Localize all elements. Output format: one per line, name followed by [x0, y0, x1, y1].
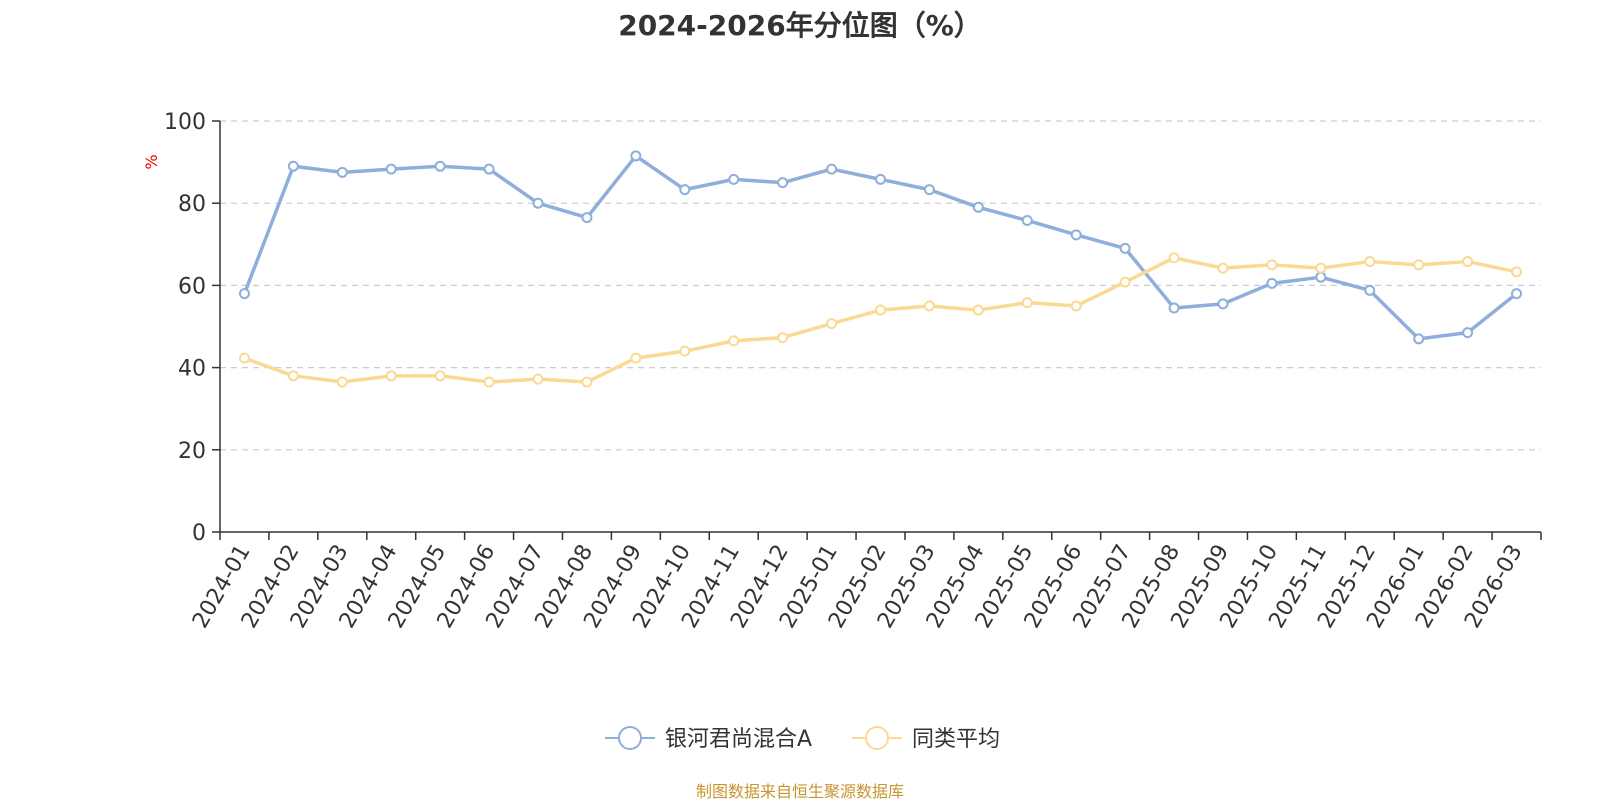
data-point [238, 352, 250, 364]
data-point [875, 173, 886, 185]
data-point [728, 173, 740, 185]
data-point [826, 318, 838, 330]
data-point [434, 370, 446, 382]
chart-title: 2024-2026年分位图（%） [618, 9, 982, 42]
data-point [1364, 256, 1376, 268]
legend-marker-2 [865, 726, 889, 750]
data-point [826, 163, 838, 175]
data-point [336, 166, 348, 178]
data-point [972, 201, 984, 213]
data-point [728, 335, 740, 347]
data-point [1168, 252, 1180, 264]
data-point [1364, 284, 1376, 296]
data-point [630, 150, 642, 162]
data-point [1315, 271, 1327, 283]
data-point [532, 197, 544, 209]
data-point [1462, 256, 1474, 268]
data-point [1119, 242, 1131, 254]
data-point [1266, 277, 1278, 289]
data-point [287, 370, 299, 382]
data-point [1119, 276, 1131, 288]
y-tick-label: 60 [178, 274, 206, 299]
data-point [434, 160, 446, 172]
y-tick-label: 100 [164, 110, 206, 135]
data-point [1021, 297, 1033, 309]
data-point [385, 163, 397, 175]
data-point [1070, 300, 1082, 312]
data-point [972, 304, 984, 316]
data-point [336, 376, 348, 388]
data-point [1413, 259, 1425, 271]
data-point [1021, 214, 1033, 226]
data-point [532, 373, 544, 385]
data-point [777, 177, 789, 189]
data-point [1266, 259, 1278, 271]
y-tick-label: 40 [178, 357, 206, 382]
data-point [1070, 229, 1082, 241]
data-point [483, 163, 495, 175]
data-point [777, 332, 789, 344]
data-point [1511, 288, 1523, 300]
data-point [679, 345, 691, 357]
y-axis-label: % [142, 154, 161, 169]
data-point [1217, 262, 1229, 274]
data-point [1462, 327, 1474, 339]
source-note: 制图数据来自恒生聚源数据库 [695, 782, 904, 801]
y-tick-label: 0 [192, 521, 206, 546]
data-point [238, 288, 250, 300]
y-tick-label: 80 [178, 192, 206, 217]
data-point [385, 370, 397, 382]
legend-marker-1 [618, 726, 642, 750]
legend-label-1: 银河君尚混合A [665, 727, 812, 752]
data-point [581, 376, 593, 388]
data-point [483, 376, 495, 388]
data-point [1315, 262, 1327, 274]
data-point [1217, 298, 1229, 310]
data-point [630, 352, 642, 364]
data-point [923, 300, 935, 312]
data-point [581, 212, 593, 224]
y-tick-label: 20 [178, 439, 206, 464]
data-point [1413, 333, 1425, 345]
legend-label-2: 同类平均 [912, 727, 1000, 752]
data-point [875, 304, 886, 316]
data-point [1511, 266, 1523, 278]
data-point [1168, 302, 1180, 314]
data-point [287, 160, 299, 172]
data-point [679, 184, 691, 196]
data-point [923, 184, 935, 196]
